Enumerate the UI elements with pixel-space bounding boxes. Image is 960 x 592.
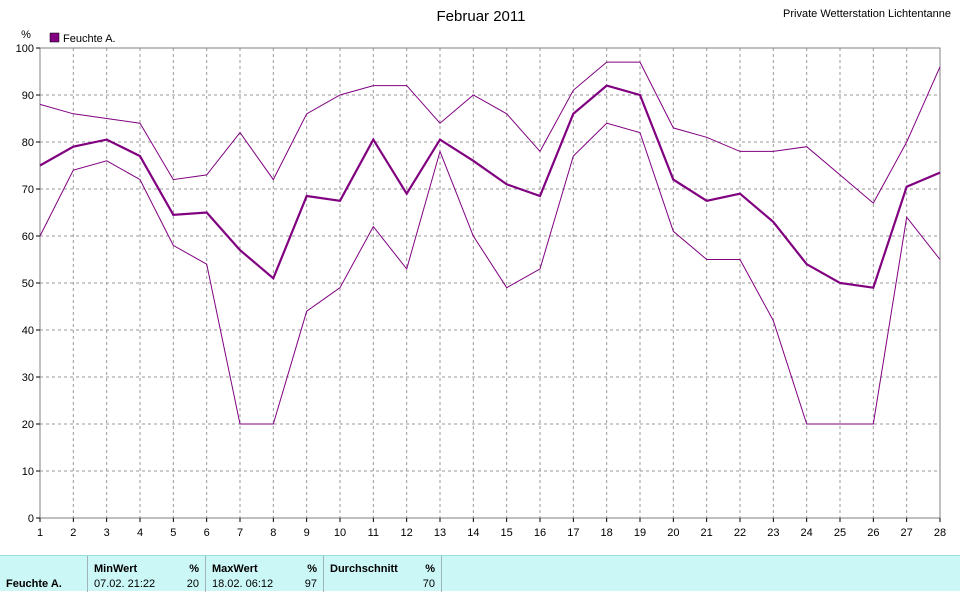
x-tick-label: 4 bbox=[137, 527, 143, 539]
min-cell: MinWert % 07.02. 21:22 20 bbox=[88, 556, 206, 592]
x-tick-label: 24 bbox=[801, 527, 813, 539]
y-tick-label: 20 bbox=[22, 419, 34, 431]
series-line-max bbox=[39, 61, 941, 204]
x-tick-label: 3 bbox=[104, 527, 110, 539]
y-tick-label: 10 bbox=[22, 466, 34, 478]
x-tick-label: 17 bbox=[567, 527, 579, 539]
y-tick-label: 70 bbox=[22, 184, 34, 196]
min-value: 20 bbox=[186, 578, 199, 590]
x-tick-label: 22 bbox=[734, 527, 746, 539]
x-tick-label: 23 bbox=[767, 527, 779, 539]
max-cell: MaxWert % 18.02. 06:12 97 bbox=[206, 556, 324, 592]
x-tick-label: 19 bbox=[634, 527, 646, 539]
x-tick-label: 7 bbox=[237, 527, 243, 539]
stats-row-label-cell: Feuchte A. bbox=[0, 556, 88, 592]
avg-unit: % bbox=[425, 563, 435, 575]
x-tick-label: 21 bbox=[701, 527, 713, 539]
y-tick-label: 40 bbox=[22, 325, 34, 337]
min-header: MinWert bbox=[94, 563, 138, 575]
y-unit-label: % bbox=[21, 29, 31, 41]
x-tick-label: 27 bbox=[901, 527, 913, 539]
series-lines bbox=[39, 61, 941, 425]
x-tick-label: 15 bbox=[501, 527, 513, 539]
x-tick-label: 28 bbox=[934, 527, 946, 539]
x-tick-label: 6 bbox=[204, 527, 210, 539]
x-tick-label: 13 bbox=[434, 527, 446, 539]
y-tick-label: 30 bbox=[22, 372, 34, 384]
x-tick-label: 5 bbox=[170, 527, 176, 539]
x-tick-label: 12 bbox=[401, 527, 413, 539]
y-axis: 0 10 20 30 40 50 60 70 80 90 100 bbox=[16, 43, 40, 525]
y-tick-label: 80 bbox=[22, 137, 34, 149]
y-tick-label: 50 bbox=[22, 278, 34, 290]
stats-row-label: Feuchte A. bbox=[6, 578, 62, 590]
x-tick-label: 14 bbox=[467, 527, 479, 539]
y-tick-label: 100 bbox=[16, 43, 34, 55]
y-tick-label: 0 bbox=[28, 513, 34, 525]
max-unit: % bbox=[307, 563, 317, 575]
max-value: 97 bbox=[304, 578, 317, 590]
x-axis: 1 2 3 4 5 6 7 8 9 10 11 12 13 14 15 16 17 18 19 20 21 22 23 24 2… bbox=[37, 518, 946, 539]
x-tick-label: 26 bbox=[867, 527, 879, 539]
max-header: MaxWert bbox=[212, 563, 258, 575]
avg-cell: Durchschnitt % 70 bbox=[324, 556, 442, 592]
series-line-avg bbox=[39, 84, 941, 289]
x-tick-label: 16 bbox=[534, 527, 546, 539]
chart-title: Februar 2011 bbox=[437, 8, 526, 25]
max-datetime: 18.02. 06:12 bbox=[212, 578, 274, 590]
min-unit: % bbox=[189, 563, 199, 575]
x-tick-label: 10 bbox=[334, 527, 346, 539]
x-tick-label: 11 bbox=[368, 527, 379, 539]
station-name: Private Wetterstation Lichtentanne bbox=[783, 8, 951, 20]
avg-value: 70 bbox=[422, 578, 435, 590]
x-tick-label: 1 bbox=[37, 527, 43, 539]
legend-swatch bbox=[49, 32, 60, 43]
min-datetime: 07.02. 21:22 bbox=[94, 578, 156, 590]
legend-label: Feuchte A. bbox=[63, 33, 116, 45]
x-tick-label: 20 bbox=[667, 527, 679, 539]
y-tick-label: 60 bbox=[22, 231, 34, 243]
grid bbox=[40, 48, 940, 518]
avg-header: Durchschnitt bbox=[330, 563, 398, 575]
y-tick-label: 90 bbox=[22, 90, 34, 102]
stats-table: Feuchte A. MinWert % 07.02. 21:22 20 Max… bbox=[0, 555, 960, 592]
x-tick-label: 8 bbox=[270, 527, 276, 539]
series-line-min bbox=[39, 122, 941, 425]
x-tick-label: 9 bbox=[304, 527, 310, 539]
x-tick-label: 25 bbox=[834, 527, 846, 539]
x-tick-label: 2 bbox=[70, 527, 76, 539]
x-tick-label: 18 bbox=[601, 527, 613, 539]
